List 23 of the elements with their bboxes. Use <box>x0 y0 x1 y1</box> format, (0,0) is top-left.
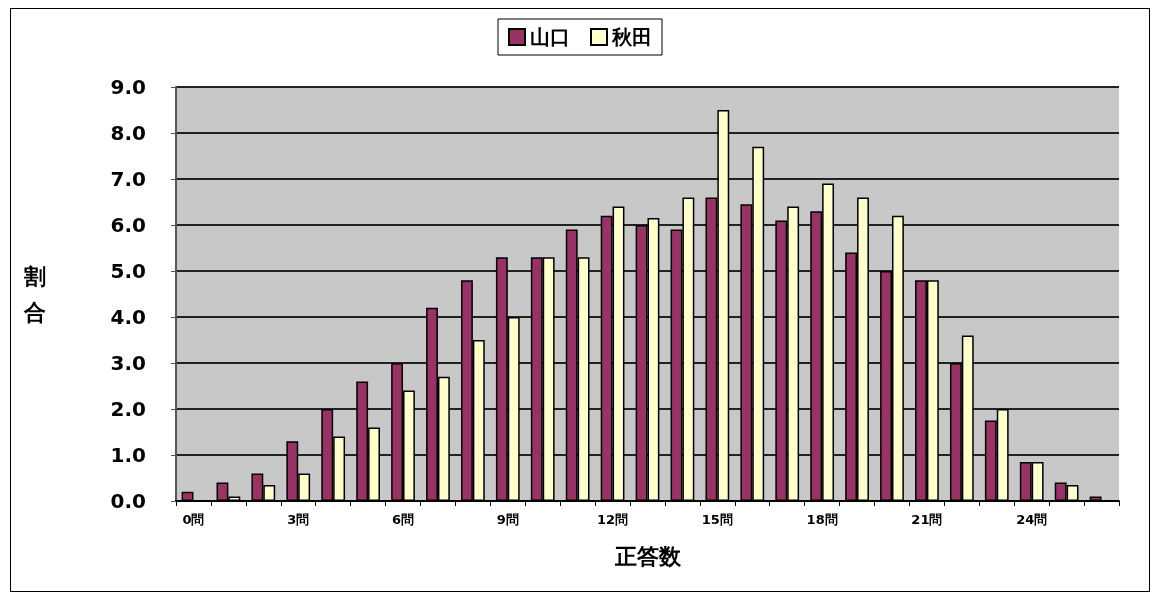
y-tick-label: 6.0 <box>110 213 146 237</box>
legend-label: 秋田 <box>611 25 652 49</box>
y-tick-label: 7.0 <box>110 167 146 191</box>
x-tick-label: 9問 <box>496 512 519 527</box>
y-tick-label: 1.0 <box>110 443 146 467</box>
y-tick-label: 4.0 <box>110 305 146 329</box>
x-axis-title: 正答数 <box>613 543 682 569</box>
y-tick-label: 9.0 <box>110 75 146 99</box>
x-tick-label: 12問 <box>597 512 629 527</box>
y-axis-title: 割合 <box>23 263 46 325</box>
y-tick-label: 8.0 <box>110 121 146 145</box>
x-tick-label: 3問 <box>287 512 310 527</box>
y-tick-label: 3.0 <box>110 351 146 375</box>
x-tick-label: 18問 <box>806 512 838 527</box>
y-tick-label: 5.0 <box>110 259 146 283</box>
y-tick-label: 0.0 <box>110 489 146 513</box>
x-tick-label: 6問 <box>392 512 415 527</box>
legend-label: 山口 <box>530 25 570 49</box>
x-tick-label: 24問 <box>1016 512 1048 527</box>
x-tick-label: 15問 <box>701 512 733 527</box>
y-tick-label: 2.0 <box>110 397 146 421</box>
x-tick-label: 0問 <box>182 512 205 527</box>
x-tick-label: 21問 <box>911 512 943 527</box>
